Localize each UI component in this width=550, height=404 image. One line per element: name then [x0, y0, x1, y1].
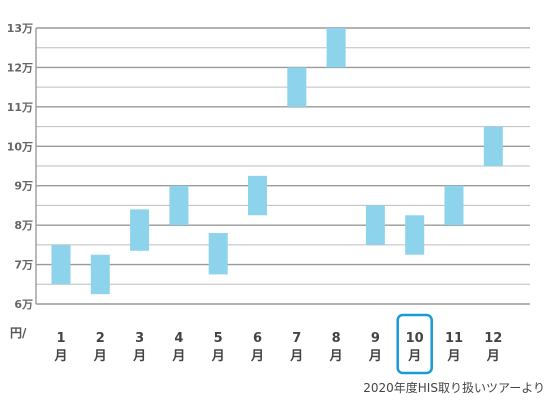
range-bar-6	[248, 175, 267, 216]
y-unit-label: 円/	[10, 326, 27, 340]
x-tick-label-number: 5	[214, 331, 223, 346]
y-tick-label: 7万	[14, 259, 33, 272]
x-tick-label-number: 2	[96, 331, 105, 346]
y-tick-labels: 13万 12万 11万 10万 9万 8万 7万 6万	[7, 22, 33, 311]
x-tick-label-suffix: 月	[171, 349, 185, 364]
y-tick-label: 11万	[7, 101, 33, 114]
range-bar-7	[287, 67, 307, 107]
x-tick-label-number: 1	[56, 331, 65, 346]
x-tick-label-suffix: 月	[446, 349, 460, 364]
range-bar-12	[483, 126, 503, 166]
range-bar-10	[405, 215, 425, 255]
x-tick-label-number: 8	[332, 331, 341, 346]
x-tick-label-number: 6	[253, 331, 262, 346]
x-tick-label-suffix: 月	[250, 349, 264, 364]
gridlines	[35, 27, 530, 305]
bars	[51, 28, 503, 295]
range-bar-4	[169, 185, 189, 226]
x-tick-labels: 1 月 2 月 3 月 4 月 5 月 6 月 7 月 8 月 9 月 10 月 11 月 12 月	[53, 313, 502, 375]
source-note: 2020年度HIS取り扱いツアーより	[363, 380, 545, 395]
range-bar-9	[365, 205, 385, 245]
x-tick-label-number: 7	[292, 331, 301, 346]
range-bar-11	[444, 185, 464, 226]
range-bar-5	[208, 233, 228, 275]
y-tick-label: 6万	[14, 298, 33, 311]
y-tick-label: 12万	[7, 61, 33, 74]
x-tick-label-suffix: 月	[407, 349, 421, 364]
range-bar-2	[90, 254, 110, 295]
x-tick-label-suffix: 月	[132, 349, 146, 364]
x-tick-label-number: 12	[484, 331, 502, 346]
y-tick-label: 10万	[7, 140, 33, 153]
x-tick-label-number: 4	[174, 331, 183, 346]
x-tick-label-suffix: 月	[93, 349, 107, 364]
range-bar-8	[326, 28, 346, 68]
x-tick-label-suffix: 月	[486, 349, 500, 364]
x-tick-label-suffix: 月	[53, 349, 67, 364]
x-tick-label-number: 3	[135, 331, 144, 346]
y-tick-label: 8万	[14, 219, 33, 232]
range-bar-1	[51, 244, 71, 285]
y-tick-label: 9万	[14, 180, 33, 193]
y-tick-label: 13万	[7, 22, 33, 35]
x-tick-label-suffix: 月	[289, 349, 303, 364]
x-tick-label-number: 9	[371, 331, 380, 346]
x-tick-label-suffix: 月	[211, 349, 225, 364]
range-bar-3	[130, 209, 150, 251]
x-tick-label-number: 11	[445, 331, 463, 346]
x-tick-label-suffix: 月	[329, 349, 343, 364]
x-tick-label-number: 10	[406, 331, 424, 346]
highlight-frame	[396, 313, 433, 375]
x-tick-label-suffix: 月	[368, 349, 382, 364]
